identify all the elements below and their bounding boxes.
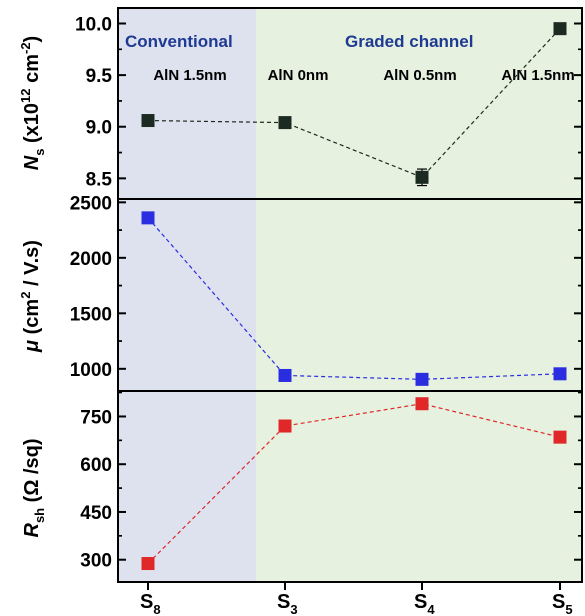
series-line-middle [147, 217, 561, 380]
conventional-band [118, 8, 256, 582]
chart-marks [141, 22, 567, 571]
x-tick-label-1: S3 [277, 591, 298, 616]
y-tick-label-middle-1: 1500 [70, 304, 112, 325]
y-tick-label-bottom-3: 750 [80, 407, 112, 428]
graded-channel-band [256, 8, 582, 582]
data-point-bottom-1 [278, 419, 292, 433]
data-point-bottom-3 [553, 430, 567, 444]
y-tick-label-top-1: 9.0 [86, 118, 112, 139]
annotation-s5: AlN 1.5nm [501, 67, 574, 84]
data-point-middle-0 [141, 211, 155, 225]
data-point-top-0 [141, 114, 155, 128]
annotation-s3: AlN 0nm [268, 67, 329, 84]
y-axis-label-ns: Ns (x1012 cm-2) [18, 36, 47, 170]
y-tick-label-bottom-0: 300 [80, 551, 112, 572]
y-axis-label-rsh: Rsh (Ω /sq) [21, 439, 47, 538]
x-tick-label-3: S5 [552, 591, 573, 616]
data-point-middle-2 [415, 372, 429, 386]
data-point-top-1 [278, 116, 292, 130]
data-point-middle-3 [553, 367, 567, 381]
data-point-top-2 [415, 170, 429, 184]
chart-axes: 8.5 9.0 9.5 10.0 1000 1500 2000 2500 300 450 600 75… [70, 7, 583, 616]
y-tick-label-middle-2: 2000 [70, 249, 112, 270]
data-point-top-3 [553, 22, 567, 36]
y-tick-label-top-2: 9.5 [86, 66, 113, 87]
x-tick-label-0: S8 [140, 591, 161, 616]
data-point-middle-1 [278, 368, 292, 382]
conventional-label: Conventional [125, 32, 233, 51]
annotation-s8: AlN 1.5nm [153, 67, 226, 84]
y-tick-label-middle-3: 2500 [70, 193, 112, 214]
y-tick-label-top-3: 10.0 [75, 14, 112, 35]
data-point-bottom-2 [415, 397, 429, 411]
y-tick-label-bottom-2: 600 [80, 455, 112, 476]
y-tick-label-middle-0: 1000 [70, 360, 112, 381]
annotation-s4: AlN 0.5nm [383, 67, 456, 84]
y-axis-label-mobility: μ (cm2 / V.s) [18, 240, 43, 353]
series-line-top [147, 28, 561, 179]
x-tick-label-2: S4 [414, 591, 435, 616]
y-tick-label-top-0: 8.5 [86, 169, 113, 190]
y-tick-label-bottom-1: 450 [80, 503, 112, 524]
data-point-bottom-0 [141, 557, 155, 571]
graded-channel-label: Graded channel [345, 32, 473, 51]
panel-frame-bottom [117, 390, 583, 583]
